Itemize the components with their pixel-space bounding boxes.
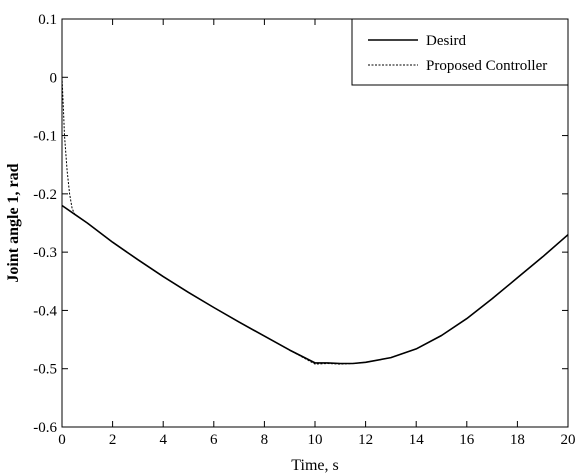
- y-tick-label: -0.4: [33, 303, 57, 319]
- x-tick-label: 14: [409, 432, 425, 448]
- y-tick-label: 0: [50, 70, 58, 86]
- legend: Desird Proposed Controller: [351, 18, 569, 86]
- legend-box: [351, 18, 569, 86]
- y-tick-label: -0.5: [33, 362, 57, 378]
- series-proposed-controller-line: [61, 77, 569, 365]
- x-tick-label: 18: [510, 432, 525, 448]
- y-tick-label: -0.3: [33, 245, 57, 261]
- x-tick-label: 10: [308, 432, 323, 448]
- y-tick-label: -0.1: [33, 129, 57, 145]
- x-axis-label: Time, s: [291, 457, 338, 474]
- x-tick-label: 8: [261, 432, 269, 448]
- y-tick-label: -0.2: [33, 187, 57, 203]
- y-axis-ticks: 0.1 0 -0.1 -0.2 -0.3 -0.4 -0.5 -0.6: [33, 12, 568, 436]
- x-tick-label: 16: [459, 432, 475, 448]
- x-tick-label: 2: [109, 432, 117, 448]
- x-tick-label: 12: [358, 432, 373, 448]
- y-tick-label: 0.1: [38, 12, 57, 28]
- x-tick-label: 0: [58, 432, 66, 448]
- legend-label-desired: Desird: [426, 33, 466, 49]
- x-tick-label: 4: [159, 432, 167, 448]
- x-tick-label: 20: [561, 432, 576, 448]
- x-tick-label: 6: [210, 432, 218, 448]
- y-tick-label: -0.6: [33, 420, 57, 436]
- x-axis-ticks: 0 2 4 6 8 10 12 14 16 18 20: [58, 19, 576, 448]
- legend-label-controller: Proposed Controller: [426, 58, 547, 74]
- series-layer: [61, 77, 569, 365]
- plot-area: [61, 18, 569, 428]
- y-axis-label: Joint angle 1, rad: [5, 163, 22, 282]
